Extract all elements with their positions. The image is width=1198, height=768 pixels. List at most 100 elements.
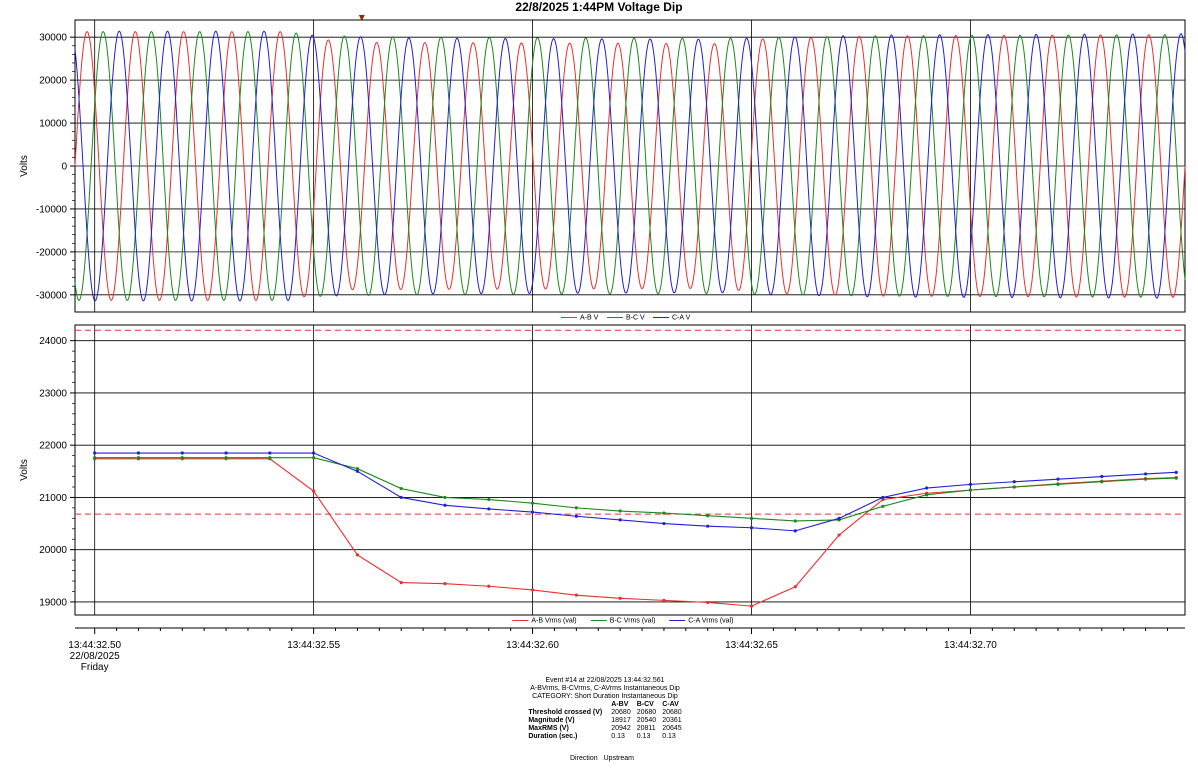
y-tick-label: 20000 [39,76,67,87]
rms-point [487,584,491,588]
rms-point [749,526,754,530]
event-cell: 20680 [611,709,631,716]
x-tick-label: 13:44:32.70 [944,640,997,651]
event-cell: 20540 [636,717,657,724]
rms-point [1100,480,1104,484]
rms-point [136,456,141,460]
waveform-series [74,30,1186,302]
y-tick-label: 19000 [39,597,67,608]
event-cell: 20942 [611,725,631,732]
y-axis-label: Volts [19,155,30,177]
waveform-series [74,30,1186,302]
rms-point [93,451,97,455]
event-table-header: A-BV B-CV C-AV [525,701,684,709]
event-row-label: Magnitude (V) [528,717,575,724]
y-tick-label: -30000 [36,290,68,301]
event-row: Duration (sec.) 0.13 0.13 0.13 [525,733,684,741]
rms-point [706,524,710,528]
rms-point [530,588,535,592]
rms-point [793,585,797,589]
event-category: CATEGORY: Short Duration Instantaneous D… [532,693,678,700]
rms-point [443,582,447,586]
rms-point [1143,477,1148,481]
event-row: MaxRMS (V) 20942 20811 20645 [525,725,684,733]
y-tick-label: 0 [61,162,67,173]
x-tick-label: 13:44:32.65 [725,640,778,651]
y-tick-label: 20000 [39,545,67,556]
event-cell: 20680 [662,709,682,716]
event-row-label: Duration (sec.) [528,733,578,740]
legend-item: A-B V [580,315,599,322]
rms-point [574,506,578,510]
rms-point [268,451,272,455]
rms-point [749,604,754,608]
event-cell: 18917 [611,717,631,724]
rms-point [706,514,710,518]
event-cell: 20811 [636,725,656,732]
rms-point [443,495,447,500]
rms-point [1056,477,1060,481]
rms-point [881,495,885,500]
event-cell: 20680 [636,709,657,716]
rms-point [662,511,666,515]
y-tick-label: -10000 [36,204,68,215]
rms-point [1174,470,1178,474]
rms-point [443,503,447,507]
rms-point [399,581,403,585]
rms-series [94,457,1177,522]
rms-point [1012,480,1016,484]
rms-point [706,600,710,605]
rms-point [837,533,841,537]
rms-point [355,469,360,473]
rms-point [136,451,141,455]
y-tick-label: 24000 [39,336,67,347]
rms-point [925,493,929,497]
rms-point [1056,482,1060,486]
y-tick-label: -20000 [36,247,68,258]
rms-point [312,456,316,460]
rms-point [618,518,622,522]
rms-point [487,497,491,502]
event-marker-icon [358,15,365,21]
x-date-label: 22/08/2025 [70,651,120,662]
y-tick-label: 21000 [39,493,67,504]
event-row-label: MaxRMS (V) [528,725,569,732]
rms-point [968,488,973,492]
x-tick-label: 13:44:32.55 [287,640,340,651]
y-tick-label: 23000 [39,388,67,399]
rms-point [399,495,403,500]
chart-title: 22/8/2025 1:44PM Voltage Dip [515,0,682,14]
x-tick-label: 13:44:32.60 [506,640,559,651]
event-table: A-BV B-CV C-AV Threshold crossed (V) 206… [525,701,684,741]
rms-point [968,482,973,486]
event-col-header: A-BV [611,701,629,708]
rms-point [618,596,622,600]
rms-point [93,456,97,460]
rms-series [94,452,1177,532]
legend-item: C-A Vrms (val) [688,618,733,625]
legend-item: B-C Vrms (val) [610,618,656,625]
event-row: Magnitude (V) 18917 20540 20361 [525,717,684,725]
rms-point [793,529,797,533]
rms-point [180,456,184,460]
event-subheader: A-BVrms, B-CVrms, C-AVrms Instantaneous … [530,685,680,692]
event-row-label: Threshold crossed (V) [528,709,603,716]
rms-point [574,514,578,518]
rms-point [881,504,885,508]
event-cell: 20361 [662,717,682,724]
event-cell: 0.13 [611,733,625,740]
plot-frame-2 [74,324,1186,616]
rms-point [399,486,403,491]
rms-point [312,451,316,455]
waveform-series [74,30,1186,302]
rms-point [224,451,228,455]
rms-point [355,467,360,471]
rms-point [618,509,622,513]
rms-point [1100,474,1104,479]
rms-point [662,598,666,602]
direction-info: Direction Upstream [570,755,670,762]
rms-point [837,516,841,520]
event-cell: 20645 [662,725,682,732]
rms-point [487,507,491,511]
